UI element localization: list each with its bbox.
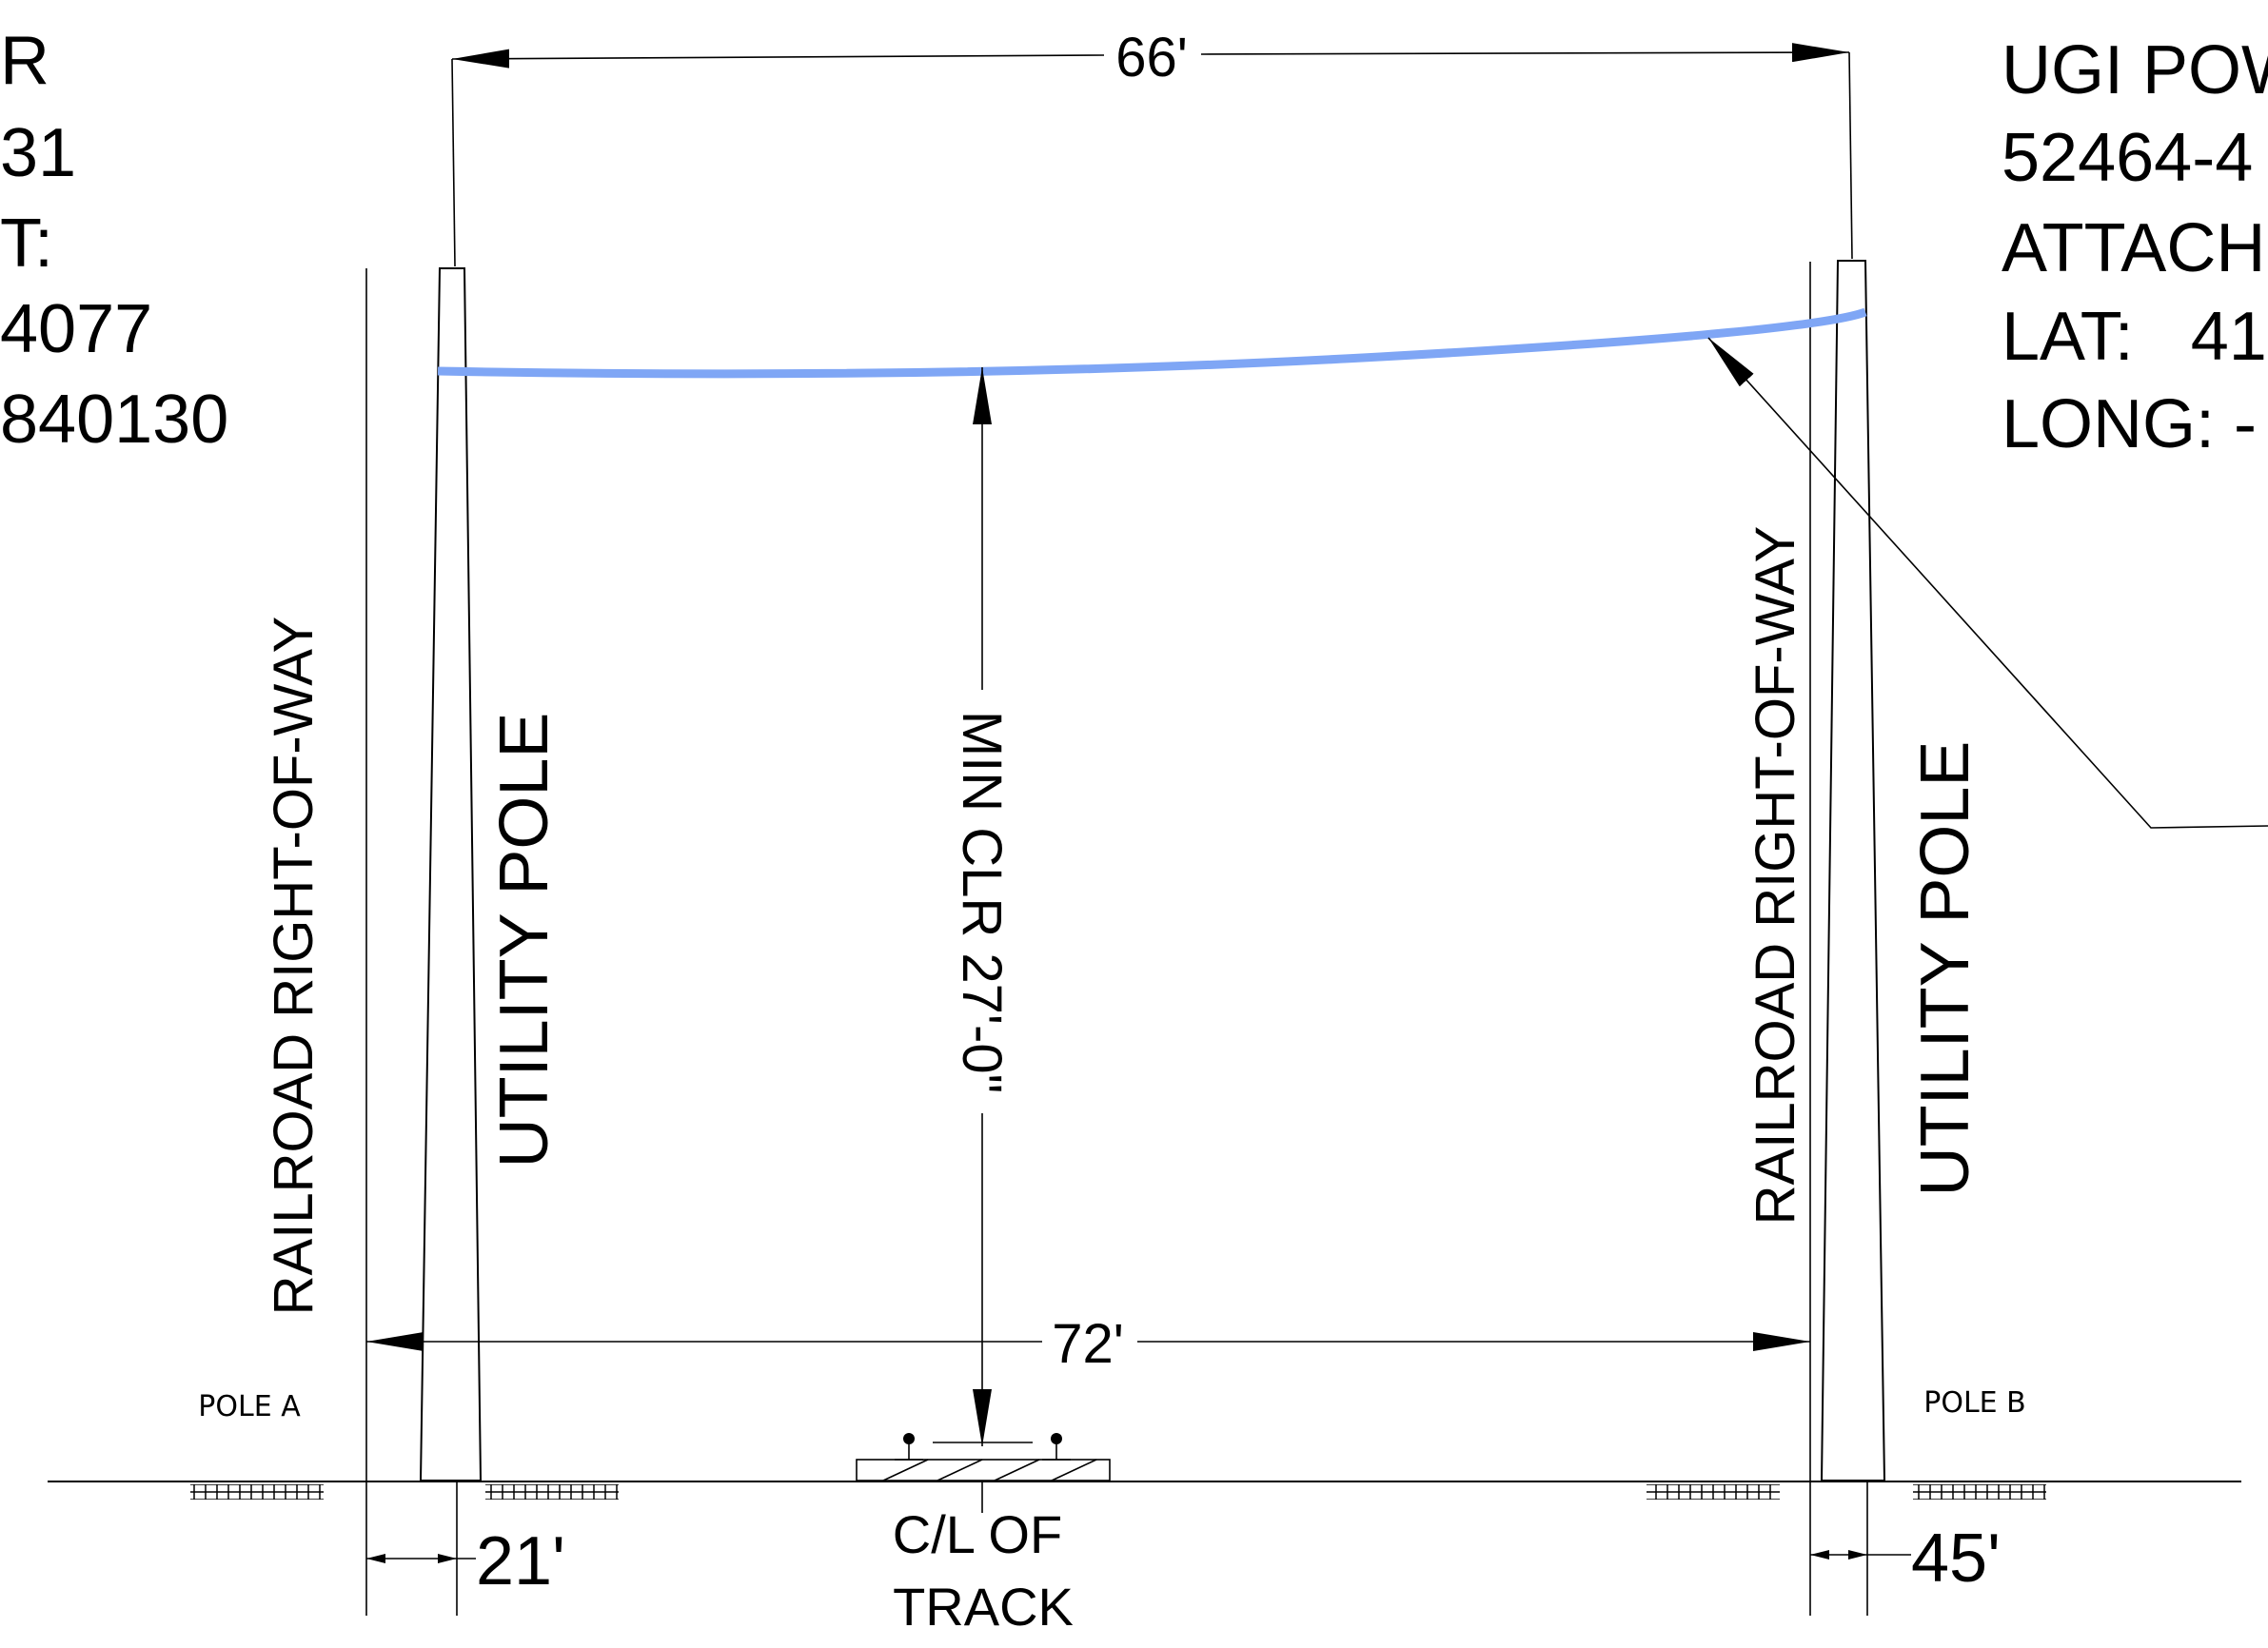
- right-info-line: 52464-4: [2002, 120, 2253, 196]
- min-clearance-label: MIN CLR 27'-0": [951, 711, 1013, 1093]
- right-info-line: ATTACH: [2002, 210, 2265, 286]
- pole-b: [1820, 260, 1886, 1481]
- row-label-left: RAILROAD RIGHT-OF-WAY: [263, 617, 325, 1316]
- left-info-line: 840130: [0, 382, 228, 458]
- utility-pole-label-left: UTILITY POLE: [486, 713, 562, 1168]
- right-info-block: UGI POW 52464-4 ATTACH LAT: 41 LONG: -: [2002, 32, 2268, 462]
- ground-hatch: [485, 1484, 619, 1500]
- pole-span-label: 66': [1115, 27, 1188, 88]
- right-info-line: LONG: -: [2002, 386, 2257, 462]
- left-info-line: 31: [0, 115, 76, 191]
- row-width-label: 72': [1052, 1313, 1124, 1375]
- pole-a-offset-label: 21': [476, 1523, 565, 1599]
- left-info-line: 4077: [0, 291, 152, 367]
- track-label-line2: TRACK: [893, 1577, 1074, 1637]
- right-info-line: LAT: 41: [2002, 299, 2267, 375]
- ground-hatch: [1913, 1484, 2046, 1500]
- row-width-dimension: 72': [366, 1313, 1810, 1375]
- utility-pole-label-right: UTILITY POLE: [1907, 741, 1983, 1197]
- min-clearance-dimension: MIN CLR 27'-0": [951, 367, 1013, 1446]
- pole-b-offset-label: 45': [1911, 1520, 2001, 1597]
- overhead-wire: [437, 307, 1867, 379]
- track-label-line1: C/L OF: [893, 1504, 1062, 1564]
- ground-hatch: [1647, 1484, 1780, 1500]
- left-info-line: T:: [0, 206, 53, 282]
- left-info-line: R: [0, 23, 49, 99]
- ground-hatch: [190, 1484, 324, 1500]
- pole-a-label: POLE A: [198, 1390, 301, 1423]
- left-info-block: R 31 T: 4077 840130: [0, 23, 228, 458]
- pole-b-label: POLE B: [1923, 1386, 2026, 1420]
- track-section: [856, 1433, 1111, 1513]
- pole-b-offset-dimension: 45': [1810, 1520, 2001, 1597]
- callout-leader: [1707, 337, 2268, 829]
- pole-span-dimension: 66': [451, 27, 1853, 267]
- pole-a: [419, 267, 483, 1481]
- pole-a-offset-dimension: 21': [366, 1523, 565, 1599]
- right-info-line: UGI POW: [2002, 32, 2268, 108]
- row-label-right: RAILROAD RIGHT-OF-WAY: [1745, 526, 1806, 1226]
